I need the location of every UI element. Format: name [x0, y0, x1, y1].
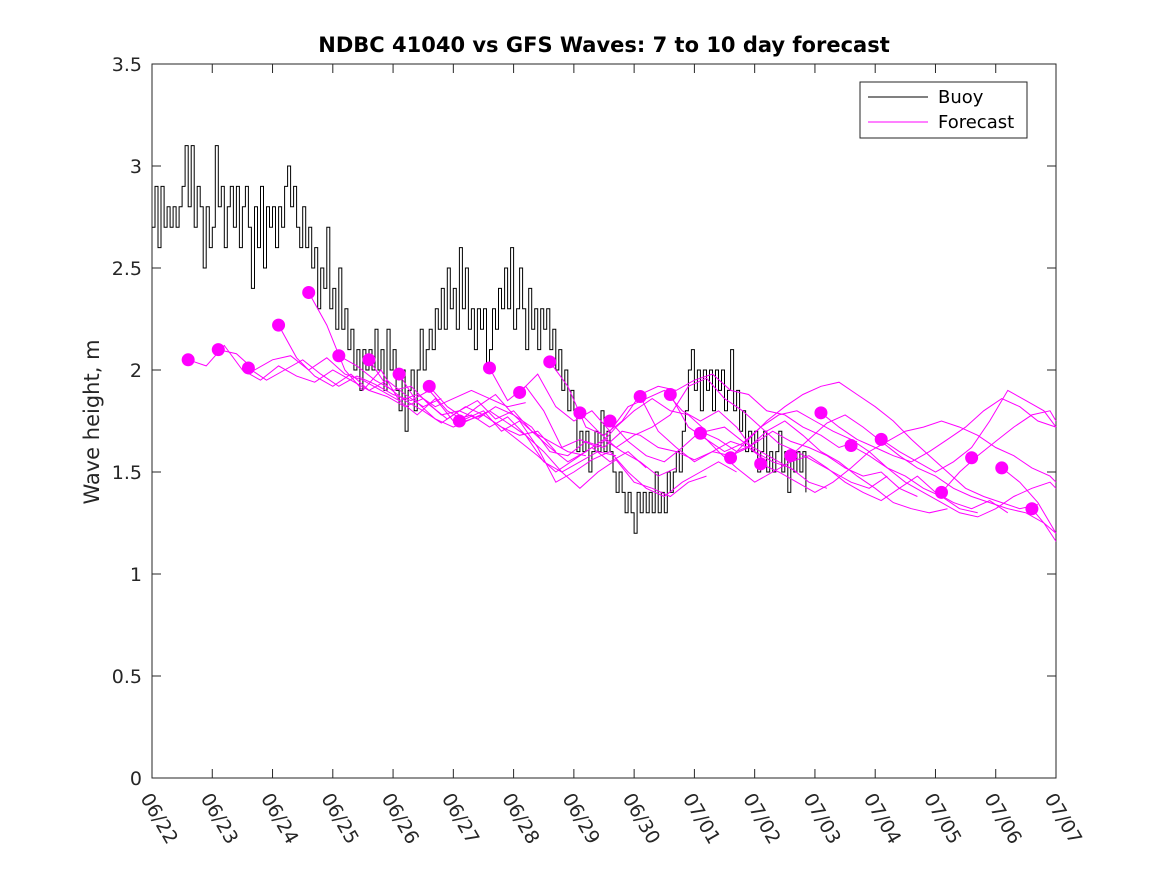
forecast-series-line: [880, 389, 1057, 473]
x-tick-label: 07/03: [799, 790, 845, 848]
legend-buoy-label: Buoy: [938, 87, 984, 108]
forecast-series-line: [730, 381, 1039, 510]
forecast-series-line: [459, 393, 768, 463]
x-tick-label: 06/23: [196, 790, 242, 848]
forecast-marker: [934, 485, 948, 499]
forecast-series-line: [218, 349, 526, 408]
y-axis-label: Wave height, m: [80, 339, 104, 504]
x-tick-label: 07/05: [919, 790, 965, 848]
forecast-marker: [724, 451, 738, 465]
forecast-marker: [965, 451, 979, 465]
x-tick-label: 06/26: [377, 790, 423, 848]
forecast-marker: [663, 387, 677, 401]
forecast-marker: [332, 349, 346, 363]
x-tick-label: 07/02: [738, 790, 784, 848]
forecast-series-line: [639, 396, 948, 514]
forecast-marker: [181, 353, 195, 367]
forecast-marker: [844, 438, 858, 452]
y-tick-label: 1: [130, 564, 142, 586]
forecast-marker: [302, 285, 316, 299]
forecast-marker: [211, 343, 225, 357]
forecast-marker: [482, 361, 496, 375]
forecast-series-line: [368, 359, 677, 477]
forecast-marker: [1025, 502, 1039, 516]
forecast-marker: [633, 390, 647, 404]
y-tick-label: 0.5: [112, 666, 142, 688]
x-tick-label: 07/04: [859, 790, 905, 848]
x-tick-label: 06/27: [437, 790, 483, 848]
forecast-marker: [422, 379, 436, 393]
forecast-marker: [392, 367, 406, 381]
y-tick-label: 2.5: [112, 258, 142, 280]
forecast-series-line: [579, 377, 888, 489]
chart-title: NDBC 41040 vs GFS Waves: 7 to 10 day for…: [318, 33, 889, 57]
x-tick-label: 07/07: [1040, 790, 1086, 848]
forecast-marker: [995, 461, 1009, 475]
forecast-marker: [241, 361, 255, 375]
buoy-series-line: [152, 145, 807, 534]
x-tick-label: 06/22: [136, 790, 182, 848]
forecast-marker: [814, 406, 828, 420]
x-tick-label: 06/24: [256, 790, 302, 848]
forecast-series-line: [820, 398, 1057, 463]
forecast-series-line: [790, 414, 1057, 534]
forecast-series-line: [609, 420, 918, 497]
y-tick-label: 0: [130, 768, 142, 790]
y-tick-label: 2: [130, 360, 142, 382]
forecast-series-line: [700, 432, 1009, 514]
legend-box: [859, 81, 1028, 139]
x-tick-label: 06/30: [618, 790, 664, 848]
x-tick-label: 07/01: [678, 790, 724, 848]
forecast-marker: [362, 353, 376, 367]
plot-area: 0 0.5 1 1.5 2 2.5 3 3.5 06/22 06/23 06/24 06/25 06/2…: [112, 54, 1086, 848]
y-tick-label: 1.5: [112, 462, 142, 484]
forecast-marker: [693, 426, 707, 440]
forecast-marker: [452, 414, 466, 428]
forecast-marker: [513, 385, 527, 399]
forecast-series-line: [941, 410, 1057, 493]
forecast-marker: [754, 457, 768, 471]
x-tick-label: 06/29: [558, 790, 604, 848]
x-tick-label: 06/28: [497, 790, 543, 848]
legend-forecast-label: Forecast: [938, 112, 1014, 133]
forecast-series-line: [850, 445, 1057, 518]
forecast-series-line: [188, 344, 442, 408]
forecast-series-line: [760, 420, 1057, 493]
forecast-marker: [874, 432, 888, 446]
x-tick-label: 07/06: [979, 790, 1025, 848]
x-tick-label: 06/25: [316, 790, 362, 848]
forecast-marker: [784, 449, 798, 463]
legend: Buoy Forecast: [859, 81, 1028, 139]
forecast-series-line: [1001, 467, 1057, 534]
forecast-series-line: [428, 385, 737, 498]
y-tick-label: 3: [130, 156, 142, 178]
forecast-series-line: [398, 373, 707, 498]
forecast-marker: [573, 406, 587, 420]
forecast-marker: [543, 355, 557, 369]
forecast-marker: [272, 318, 286, 332]
y-tick-label: 3.5: [112, 54, 142, 76]
forecast-marker: [603, 414, 617, 428]
